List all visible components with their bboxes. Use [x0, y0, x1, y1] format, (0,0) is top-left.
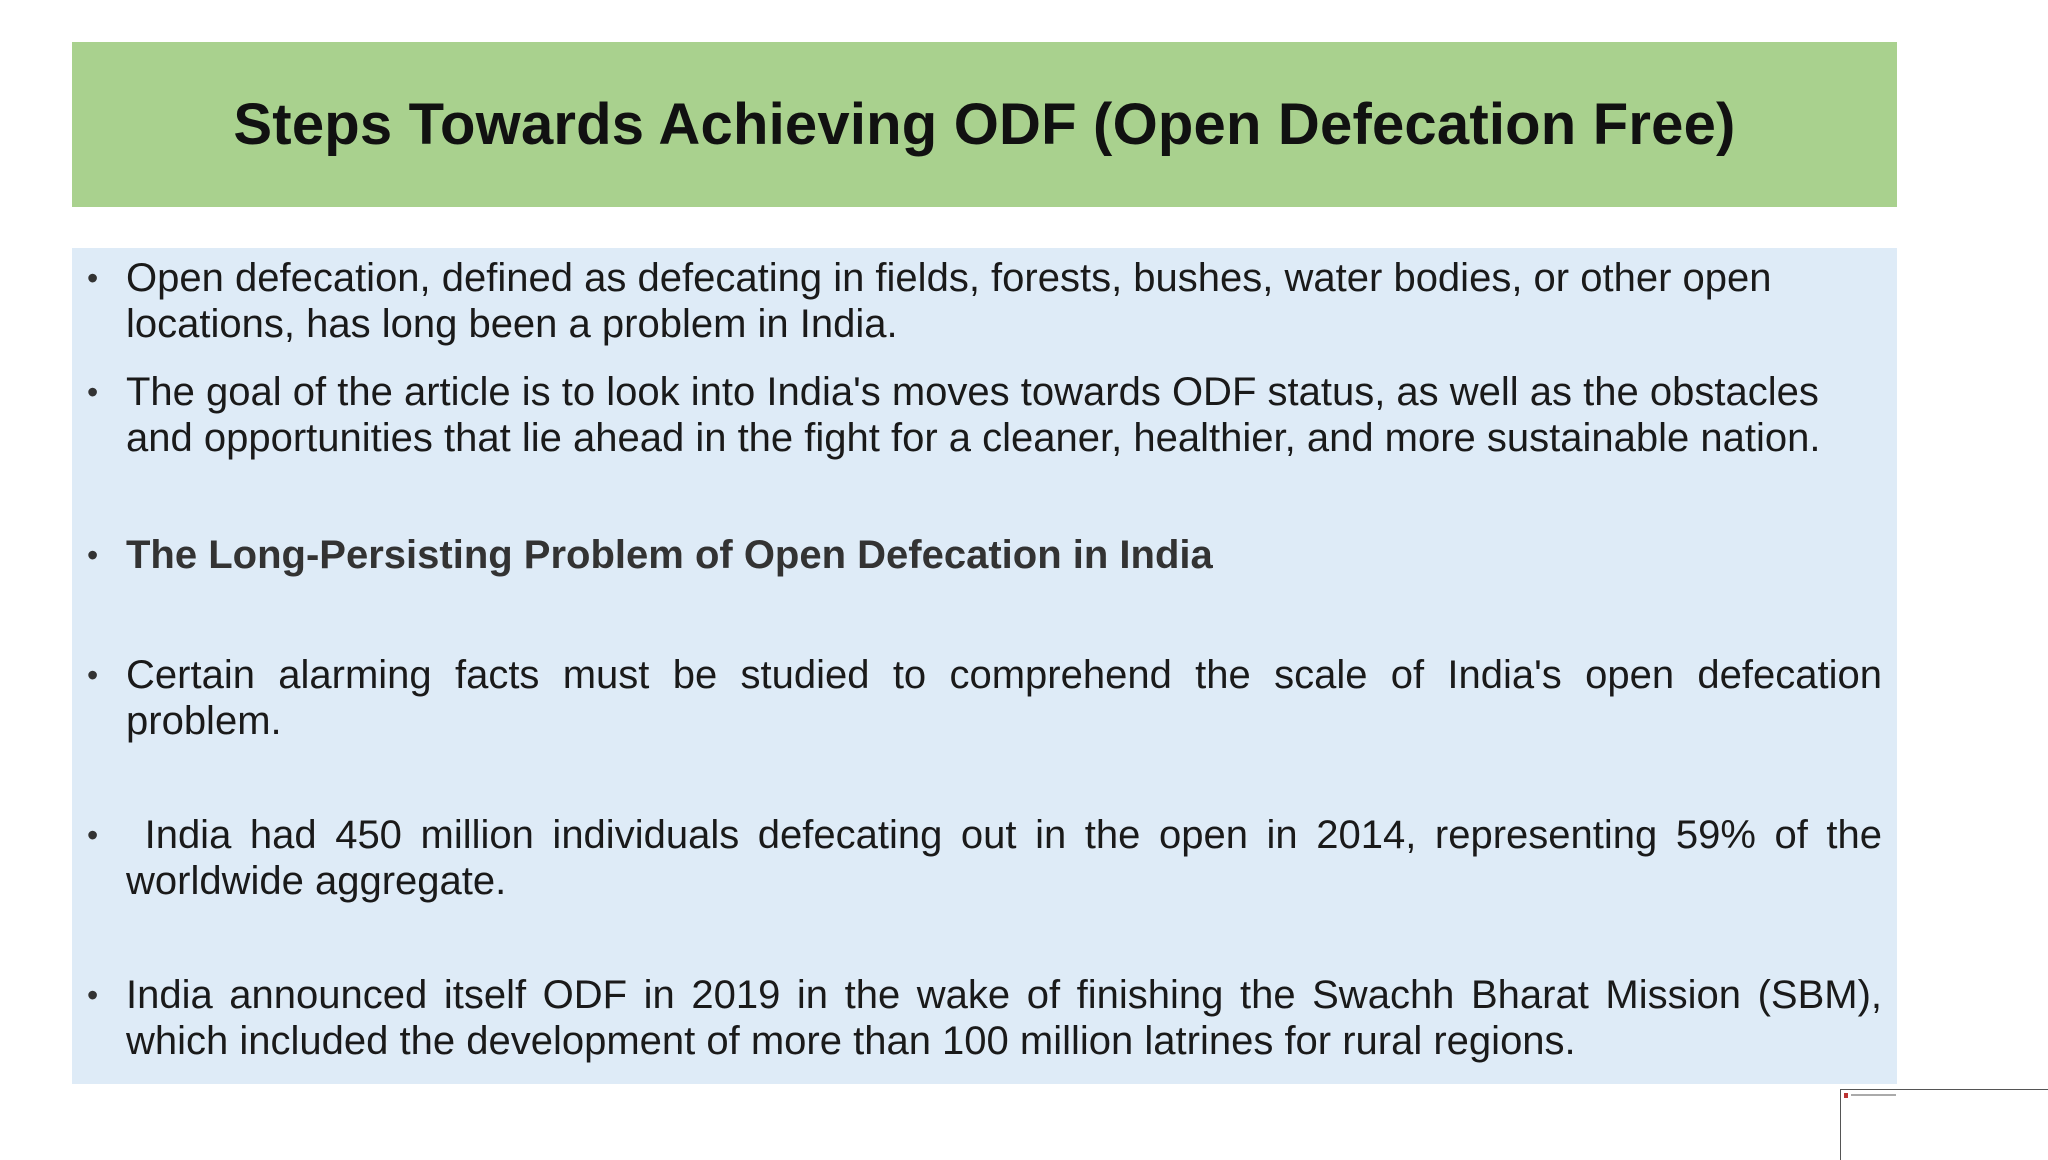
- bullet-dot: •: [87, 817, 99, 853]
- slide-thumbnail-preview[interactable]: [1840, 1089, 2048, 1160]
- bullet-dot: •: [87, 977, 99, 1013]
- bullet-text: Open defecation, defined as defecating i…: [126, 256, 1772, 346]
- slide-content-box: • Open defecation, defined as defecating…: [72, 248, 1897, 1084]
- broken-image-icon: [1844, 1093, 1848, 1098]
- bullet-text: India had 450 million individuals defeca…: [126, 813, 1894, 903]
- bullet-text: Certain alarming facts must be studied t…: [126, 653, 1882, 743]
- bullet-text: India announced itself ODF in 2019 in th…: [126, 973, 1882, 1063]
- slide-title-banner: Steps Towards Achieving ODF (Open Defeca…: [72, 42, 1897, 207]
- bullet-heading-text: The Long-Persisting Problem of Open Defe…: [126, 533, 1213, 577]
- bullet-dot: •: [87, 260, 99, 296]
- bullet-text: The goal of the article is to look into …: [126, 370, 1821, 460]
- slide-title: Steps Towards Achieving ODF (Open Defeca…: [233, 92, 1736, 157]
- bullet-dot: •: [87, 374, 99, 410]
- bullet-dot: •: [87, 657, 99, 693]
- thumbnail-caption-line: [1851, 1094, 1896, 1096]
- bullet-dot: •: [87, 537, 99, 573]
